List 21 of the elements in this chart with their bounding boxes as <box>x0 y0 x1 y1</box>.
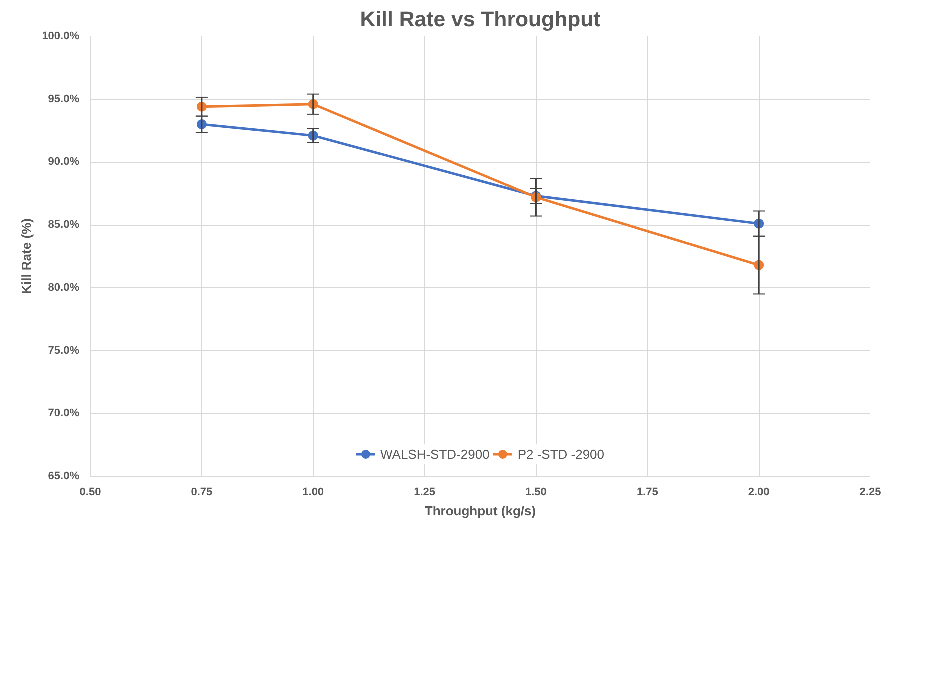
y-tick-label: 95.0% <box>48 93 80 106</box>
x-tick-label: 2.25 <box>860 486 882 498</box>
x-tick-label: 1.50 <box>526 486 547 498</box>
y-tick-label: 90.0% <box>48 156 80 168</box>
x-tick-label: 1.00 <box>302 486 324 498</box>
y-tick-label: 85.0% <box>48 219 80 232</box>
x-tick-label: 0.50 <box>80 486 102 498</box>
y-tick-label: 80.0% <box>48 282 80 294</box>
y-tick-label: 70.0% <box>48 408 80 420</box>
legend-label: WALSH-STD-2900 <box>380 446 490 462</box>
x-tick-label: 1.25 <box>414 486 436 498</box>
y-tick-label: 75.0% <box>48 344 80 357</box>
x-tick-label: 0.75 <box>191 486 213 498</box>
y-axis-title: Kill Rate (%) <box>19 218 34 294</box>
x-tick-label: 1.75 <box>636 486 658 498</box>
x-axis-title: Throughput (kg/s) <box>424 504 536 518</box>
x-tick-label: 2.00 <box>748 486 770 498</box>
y-tick-label: 100.0% <box>42 30 80 42</box>
legend-label: P2 -STD -2900 <box>518 446 605 462</box>
y-tick-label: 65.0% <box>48 470 80 482</box>
chart-title: Kill Rate vs Throughput <box>360 8 601 32</box>
